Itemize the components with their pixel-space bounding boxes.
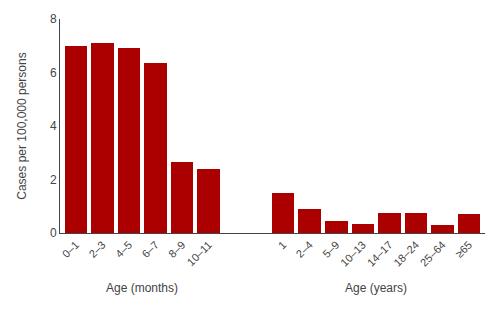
svg-text:Cases per 100,000 persons: Cases per 100,000 persons <box>15 52 29 199</box>
svg-text:10–11: 10–11 <box>185 239 215 269</box>
svg-text:6: 6 <box>50 66 57 80</box>
svg-text:6–7: 6–7 <box>139 239 160 260</box>
svg-text:25–64: 25–64 <box>418 239 448 269</box>
svg-text:4–5: 4–5 <box>113 239 134 260</box>
svg-text:5–9: 5–9 <box>320 239 341 260</box>
svg-text:14–17: 14–17 <box>365 239 395 269</box>
svg-text:2–4: 2–4 <box>294 239 315 260</box>
svg-text:2–3: 2–3 <box>86 239 107 260</box>
svg-text:1: 1 <box>276 239 289 252</box>
svg-text:8–9: 8–9 <box>166 239 187 260</box>
svg-text:Age (months): Age (months) <box>106 281 178 295</box>
svg-text:4: 4 <box>50 119 57 133</box>
svg-text:Age (years): Age (years) <box>345 281 407 295</box>
svg-text:0–1: 0–1 <box>60 239 81 260</box>
svg-text:2: 2 <box>50 173 57 187</box>
svg-text:8: 8 <box>50 12 57 26</box>
svg-text:10–13: 10–13 <box>338 239 368 269</box>
svg-text:0: 0 <box>50 226 57 240</box>
svg-text:≥65: ≥65 <box>453 239 474 260</box>
svg-text:18–24: 18–24 <box>391 239 421 269</box>
